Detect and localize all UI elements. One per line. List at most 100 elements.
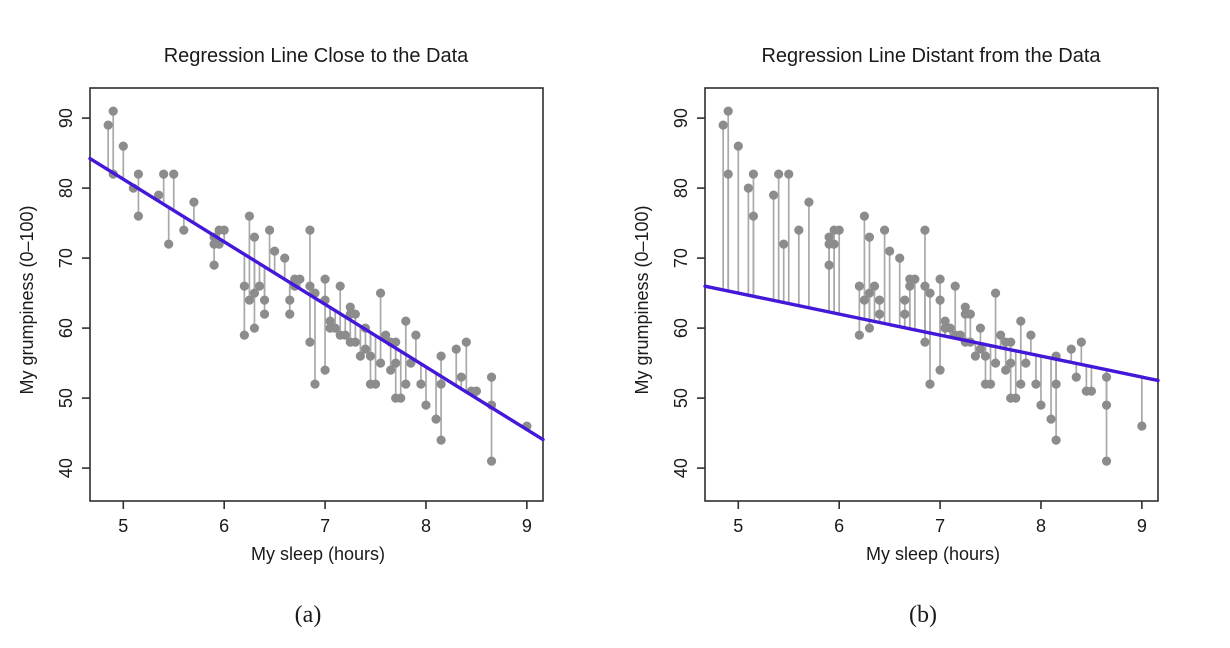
data-point xyxy=(733,141,743,151)
data-point xyxy=(280,253,290,263)
data-point xyxy=(471,386,482,396)
data-point xyxy=(421,400,431,410)
data-point xyxy=(859,211,870,221)
y-tick-label: 60 xyxy=(671,318,691,338)
x-axis-label-b: My sleep (hours) xyxy=(866,544,1000,564)
data-point xyxy=(834,225,844,235)
data-point xyxy=(829,239,839,249)
data-point xyxy=(259,309,270,319)
data-point xyxy=(824,232,834,242)
panel-b: Regression Line Distant from the Data My… xyxy=(615,0,1230,648)
data-point xyxy=(910,274,920,284)
data-point xyxy=(925,379,935,389)
data-point xyxy=(320,274,330,284)
data-point xyxy=(1066,344,1076,354)
data-point xyxy=(209,260,219,270)
data-point xyxy=(723,106,733,116)
plot-frame xyxy=(89,87,544,502)
data-point xyxy=(310,379,320,389)
data-point xyxy=(1076,337,1086,347)
data-point xyxy=(869,281,880,291)
data-point xyxy=(960,302,970,312)
data-point xyxy=(1051,379,1061,389)
data-point xyxy=(164,239,174,249)
data-point xyxy=(133,211,144,221)
data-point xyxy=(1001,365,1011,375)
y-tick-label: 70 xyxy=(56,248,76,268)
data-point xyxy=(920,225,930,235)
data-point xyxy=(436,379,446,389)
data-point xyxy=(970,351,980,361)
y-tick-label: 40 xyxy=(671,458,691,478)
data-point xyxy=(370,379,381,389)
data-point xyxy=(249,323,260,333)
data-point xyxy=(804,197,814,207)
data-point xyxy=(264,225,275,235)
y-axis-label-b: My grumpiness (0–100) xyxy=(632,205,652,394)
data-point xyxy=(945,323,955,333)
data-point xyxy=(905,281,915,291)
y-tick-label: 70 xyxy=(671,248,691,268)
data-point xyxy=(1046,414,1056,424)
data-point xyxy=(1101,400,1112,410)
data-point xyxy=(154,190,164,200)
y-tick-label: 80 xyxy=(671,178,691,198)
data-point xyxy=(980,351,991,361)
y-tick-label: 60 xyxy=(56,318,76,338)
x-tick-label: 7 xyxy=(935,516,945,536)
data-point xyxy=(375,358,386,368)
data-point xyxy=(854,281,864,291)
data-point xyxy=(325,316,335,326)
data-point xyxy=(391,337,401,347)
data-point xyxy=(1016,379,1026,389)
x-tick-label: 8 xyxy=(421,516,431,536)
data-point xyxy=(244,211,255,221)
data-point xyxy=(340,330,350,340)
data-point xyxy=(1031,379,1041,389)
regression-line xyxy=(88,156,545,442)
data-point xyxy=(350,337,360,347)
data-point xyxy=(996,330,1006,340)
data-point xyxy=(874,295,885,305)
y-axis-label-a: My grumpiness (0–100) xyxy=(17,205,37,394)
data-point xyxy=(355,351,365,361)
data-point xyxy=(401,379,411,389)
data-point xyxy=(784,169,794,179)
x-tick-label: 8 xyxy=(1036,516,1046,536)
data-point xyxy=(1086,386,1097,396)
data-point xyxy=(718,120,728,130)
y-tick-label: 90 xyxy=(671,108,691,128)
y-tick-label: 40 xyxy=(56,458,76,478)
data-point xyxy=(874,309,885,319)
data-point xyxy=(1051,435,1061,445)
data-point xyxy=(159,169,169,179)
data-point xyxy=(375,288,386,298)
data-point xyxy=(456,372,466,382)
data-point xyxy=(169,169,179,179)
data-point xyxy=(219,225,229,235)
data-point xyxy=(1006,358,1016,368)
data-point xyxy=(345,302,355,312)
data-point xyxy=(885,246,895,256)
data-point xyxy=(985,379,996,389)
data-point xyxy=(935,274,945,284)
data-point xyxy=(259,295,270,305)
scatter-plot-b: Regression Line Distant from the Data My… xyxy=(632,45,1160,628)
data-point xyxy=(1101,372,1112,382)
data-point xyxy=(940,316,950,326)
data-point xyxy=(239,330,249,340)
data-point xyxy=(1006,337,1016,347)
data-point xyxy=(1137,421,1147,431)
data-point xyxy=(1016,316,1026,326)
plot-area-b: 5 6 7 8 9 40 50 60 70 80 90 xyxy=(671,87,1160,536)
x-tick-label: 7 xyxy=(320,516,330,536)
x-tick-label: 6 xyxy=(834,516,844,536)
data-point xyxy=(244,295,255,305)
data-point xyxy=(950,281,960,291)
data-point xyxy=(774,169,784,179)
data-point xyxy=(270,246,280,256)
panel-caption-a: (a) xyxy=(295,602,322,628)
data-point xyxy=(360,344,371,354)
plot-area-a: 5 6 7 8 9 40 50 60 70 80 90 xyxy=(56,87,545,536)
data-point xyxy=(285,295,295,305)
